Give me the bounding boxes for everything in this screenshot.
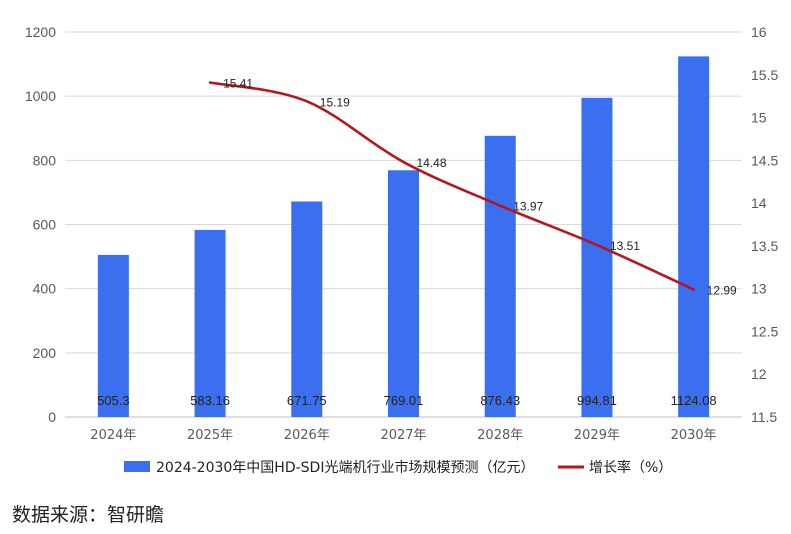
right-axis-tick-label: 13 [751,281,767,297]
left-axis-tick-label: 0 [48,409,56,425]
bar-value-label: 769.01 [384,393,424,408]
bar [97,254,129,417]
bar-series [97,56,710,418]
legend: 2024-2030年中国HD-SDI光端机行业市场规模预测（亿元） 增长率（%） [124,459,672,476]
growth-rate-line [208,81,695,291]
legend-bar-label: 2024-2030年中国HD-SDI光端机行业市场规模预测（亿元） [156,459,534,476]
x-axis-tick-label: 2029年 [574,428,620,443]
left-axis-tick-label: 800 [33,152,57,168]
bar-value-label: 1124.08 [671,393,717,408]
legend-line-label: 增长率（%） [589,459,672,476]
bar [581,97,613,418]
left-axis-ticks: 0 200 400 600 800 1000 1200 [25,24,56,425]
line-value-label: 15.19 [320,95,350,109]
bar-value-label: 671.75 [287,393,327,408]
data-source-note: 数据来源：智研瞻 [12,504,165,526]
bar-value-label: 876.43 [480,393,520,408]
left-axis-tick-label: 1000 [25,88,56,104]
line-value-label: 13.97 [513,200,543,214]
right-axis-tick-label: 16 [751,24,767,40]
line-value-label: 13.51 [610,239,640,253]
line-series [208,81,695,291]
line-value-label: 15.41 [223,76,253,90]
bar [484,135,516,417]
x-axis-tick-label: 2024年 [90,428,136,443]
right-axis-tick-label: 15 [751,110,767,126]
legend-bar-swatch [124,461,150,472]
right-axis-ticks: 11.5 12 12.5 13 13.5 14 14.5 15 15.5 16 [751,24,778,425]
right-axis-tick-label: 12.5 [751,323,778,339]
x-axis-tick-label: 2028年 [477,428,523,443]
x-axis-tick-label: 2030年 [671,428,717,443]
right-axis-tick-label: 12 [751,366,767,382]
bar [291,201,323,417]
bar-value-labels: 505.3 583.16 671.75 769.01 876.43 994.81 1124.… [97,393,717,408]
bar-value-label: 505.3 [97,393,130,408]
left-axis-tick-label: 200 [33,345,57,361]
bar [194,229,226,417]
x-axis-tick-label: 2026年 [284,428,330,443]
bar-value-label: 583.16 [190,393,230,408]
bar [388,170,419,417]
bar [678,56,710,417]
right-axis-tick-label: 11.5 [751,409,777,425]
right-axis-tick-label: 14.5 [751,152,778,168]
x-axis-tick-label: 2027年 [380,428,426,443]
line-value-label: 14.48 [417,156,447,170]
x-axis-tick-label: 2025年 [187,428,233,443]
right-axis-tick-label: 15.5 [751,67,778,83]
left-axis-tick-label: 1200 [25,24,56,40]
left-axis-tick-label: 400 [33,281,57,297]
x-axis-ticks: 2024年 2025年 2026年 2027年 2028年 2029年 2030年 [90,428,716,443]
left-axis-tick-label: 600 [33,217,57,233]
line-value-label: 12.99 [707,284,737,298]
right-axis-tick-label: 13.5 [751,238,778,254]
right-axis-tick-label: 14 [751,195,767,211]
line-value-labels: 15.41 15.19 14.48 13.97 13.51 12.99 [223,76,737,297]
bar-value-label: 994.81 [577,393,617,408]
